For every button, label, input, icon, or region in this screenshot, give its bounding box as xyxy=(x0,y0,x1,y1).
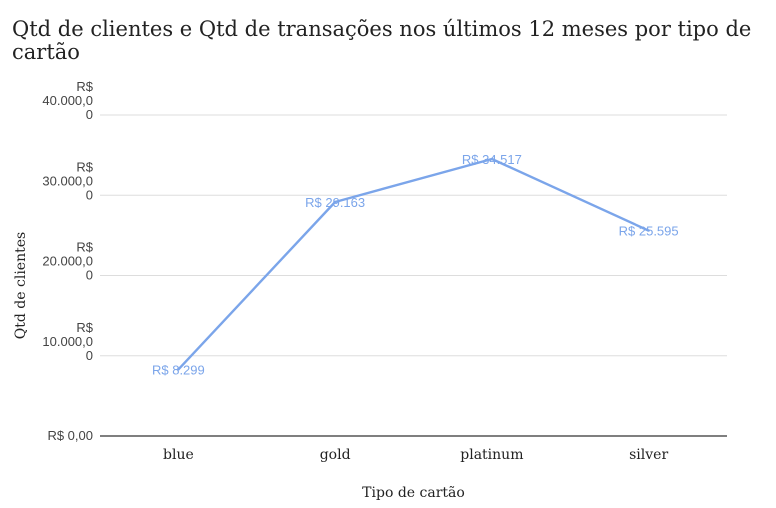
data-point xyxy=(177,368,180,371)
y-tick-label-line: 40.000,0 xyxy=(42,93,93,108)
y-axis-title: Qtd de clientes xyxy=(13,232,29,339)
data-point xyxy=(333,200,337,204)
y-tick-label-line: R$ xyxy=(76,159,93,174)
y-tick-label-line: 0 xyxy=(86,187,93,202)
y-tick-label-line: 20.000,0 xyxy=(42,254,93,269)
y-tick-label-line: 0 xyxy=(86,348,93,363)
x-tick-label: gold xyxy=(320,447,351,463)
data-point xyxy=(647,229,650,232)
data-label: R$ 29.163 xyxy=(305,195,365,210)
y-axis-tick-labels: R$ 0,00R$ 10.000,0 0R$ 20.000,0 0R$ 30.000,0 0… xyxy=(42,79,93,443)
y-tick-label-line: 30.000,0 xyxy=(42,173,93,188)
y-tick-label-line: R$ 0,00 xyxy=(47,428,93,443)
x-axis-title: Tipo de cartão xyxy=(362,485,465,501)
y-tick-label: R$ 40.000,0 0 xyxy=(42,79,93,122)
data-point xyxy=(490,157,494,161)
y-tick-label-line: R$ xyxy=(76,320,93,335)
data-labels: R$ 8.299 R$ 29.163 R$ 34.517 R$ 25.595 xyxy=(152,152,679,377)
data-label: R$ 25.595 xyxy=(619,224,679,239)
x-tick-label: silver xyxy=(629,447,668,463)
x-tick-label: blue xyxy=(163,447,194,463)
y-tick-label: R$ 30.000,0 0 xyxy=(42,159,93,202)
y-tick-label: R$ 0,00 xyxy=(47,428,93,443)
chart-title: Qtd de clientes e Qtd de transações nos … xyxy=(12,17,752,64)
y-tick-label-line: R$ xyxy=(76,79,93,94)
y-tick-label-line: 0 xyxy=(86,268,93,283)
y-tick-label: R$ 20.000,0 0 xyxy=(42,240,93,283)
y-tick-label: R$ 10.000,0 0 xyxy=(42,320,93,363)
data-label: R$ 8.299 xyxy=(152,362,205,377)
y-tick-label-line: 0 xyxy=(86,107,93,122)
y-tick-label-line: 10.000,0 xyxy=(42,334,93,349)
series-line xyxy=(177,157,650,371)
x-axis-tick-labels: blue gold platinum silver xyxy=(163,447,668,463)
data-label: R$ 34.517 xyxy=(462,152,522,167)
x-tick-label: platinum xyxy=(460,447,523,463)
gridlines xyxy=(100,114,727,357)
y-tick-label-line: R$ xyxy=(76,240,93,255)
series-layer xyxy=(177,157,650,371)
